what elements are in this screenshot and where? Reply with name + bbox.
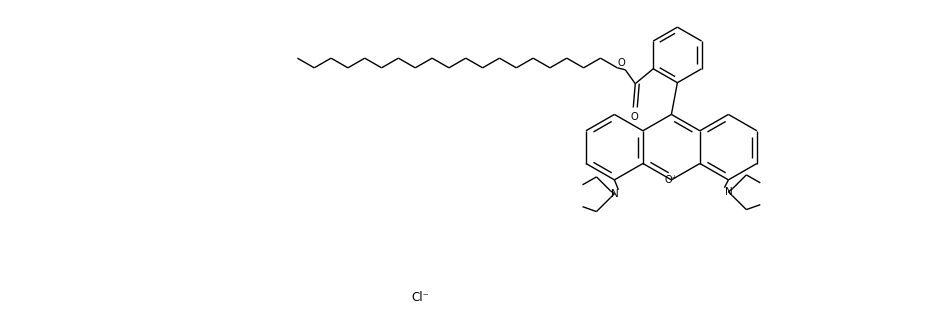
Text: N: N <box>610 189 618 199</box>
Text: O: O <box>617 58 625 68</box>
Text: Cl⁻: Cl⁻ <box>412 291 430 304</box>
Text: N: N <box>724 187 732 197</box>
Text: O: O <box>630 112 638 122</box>
Text: O⁺: O⁺ <box>665 175 678 185</box>
